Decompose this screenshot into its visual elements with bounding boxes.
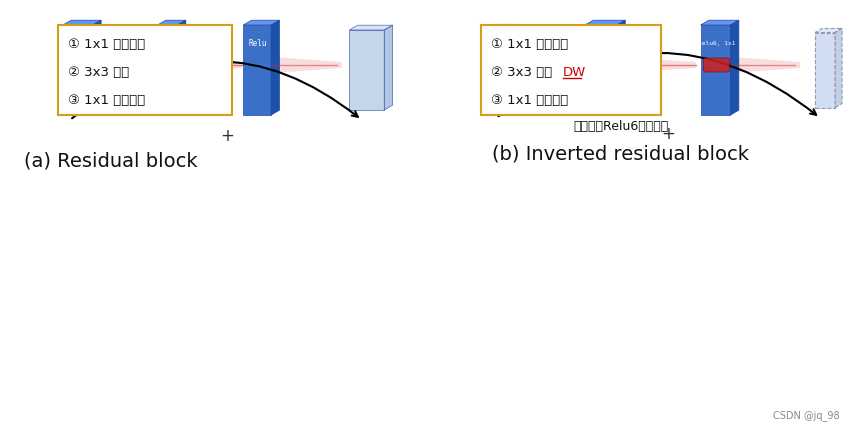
Polygon shape — [585, 111, 617, 113]
Text: ② 3x3 卷积: ② 3x3 卷积 — [491, 65, 553, 78]
Text: (a) Residual block: (a) Residual block — [24, 151, 197, 170]
Polygon shape — [158, 21, 186, 26]
FancyBboxPatch shape — [159, 55, 178, 77]
Polygon shape — [494, 52, 509, 54]
Text: ① 1x1 卷积降维: ① 1x1 卷积降维 — [68, 37, 145, 50]
Polygon shape — [494, 38, 509, 40]
Polygon shape — [585, 21, 625, 26]
Polygon shape — [509, 25, 515, 113]
Text: Relu6, 1x1: Relu6, 1x1 — [698, 40, 735, 46]
Polygon shape — [494, 88, 509, 89]
Polygon shape — [494, 102, 509, 104]
Polygon shape — [585, 37, 617, 38]
Text: +: + — [220, 127, 234, 144]
Polygon shape — [94, 58, 151, 74]
Text: 使用的是Relu6激活函数: 使用的是Relu6激活函数 — [573, 119, 669, 132]
Polygon shape — [701, 21, 739, 26]
Polygon shape — [349, 31, 385, 111]
Text: CSDN @jq_98: CSDN @jq_98 — [773, 409, 840, 420]
Polygon shape — [385, 26, 392, 111]
Polygon shape — [732, 58, 800, 74]
Polygon shape — [585, 26, 617, 116]
Text: Relu: Relu — [159, 38, 178, 47]
Polygon shape — [243, 26, 271, 116]
Text: Relu: Relu — [249, 38, 268, 47]
Polygon shape — [835, 29, 842, 108]
FancyBboxPatch shape — [703, 59, 729, 73]
Text: ③ 1x1 卷积升维: ③ 1x1 卷积升维 — [68, 93, 145, 106]
FancyBboxPatch shape — [494, 59, 508, 73]
Polygon shape — [158, 26, 178, 116]
Polygon shape — [585, 96, 617, 98]
Polygon shape — [585, 66, 617, 68]
Polygon shape — [510, 58, 576, 74]
Text: Relu: Relu — [69, 38, 88, 47]
Polygon shape — [494, 45, 509, 47]
Polygon shape — [494, 25, 515, 28]
Text: +: + — [662, 125, 675, 143]
Polygon shape — [272, 58, 342, 74]
Text: ① 1x1 卷积升维: ① 1x1 卷积升维 — [491, 37, 569, 50]
Polygon shape — [494, 74, 509, 75]
Polygon shape — [494, 59, 509, 61]
Polygon shape — [585, 74, 617, 75]
Polygon shape — [494, 109, 509, 111]
Polygon shape — [815, 29, 842, 34]
Polygon shape — [178, 58, 242, 74]
Polygon shape — [731, 21, 739, 116]
Polygon shape — [349, 26, 392, 31]
Polygon shape — [585, 59, 617, 60]
Polygon shape — [585, 81, 617, 83]
Polygon shape — [178, 21, 186, 116]
Text: ③ 1x1 卷积降维: ③ 1x1 卷积降维 — [491, 93, 569, 106]
Polygon shape — [63, 21, 101, 26]
Polygon shape — [585, 104, 617, 105]
Polygon shape — [585, 44, 617, 46]
Polygon shape — [585, 51, 617, 53]
Polygon shape — [617, 21, 625, 116]
Polygon shape — [585, 89, 617, 90]
Polygon shape — [494, 95, 509, 96]
FancyBboxPatch shape — [58, 26, 232, 116]
FancyBboxPatch shape — [481, 26, 661, 116]
Polygon shape — [494, 81, 509, 82]
Polygon shape — [815, 34, 835, 108]
Polygon shape — [618, 58, 695, 74]
Polygon shape — [63, 26, 93, 116]
Polygon shape — [93, 21, 101, 116]
Polygon shape — [494, 67, 509, 68]
Polygon shape — [585, 29, 617, 31]
Polygon shape — [701, 26, 731, 116]
Polygon shape — [494, 31, 509, 33]
FancyBboxPatch shape — [590, 55, 614, 77]
Text: Relu6, Dwise: Relu6, Dwise — [579, 40, 624, 46]
Polygon shape — [271, 21, 280, 116]
FancyBboxPatch shape — [66, 58, 92, 74]
Text: DW: DW — [563, 65, 586, 78]
Text: ② 3x3 卷积: ② 3x3 卷积 — [68, 65, 129, 78]
Text: (b) Inverted residual block: (b) Inverted residual block — [493, 144, 749, 163]
Polygon shape — [243, 21, 280, 26]
Polygon shape — [494, 28, 509, 113]
